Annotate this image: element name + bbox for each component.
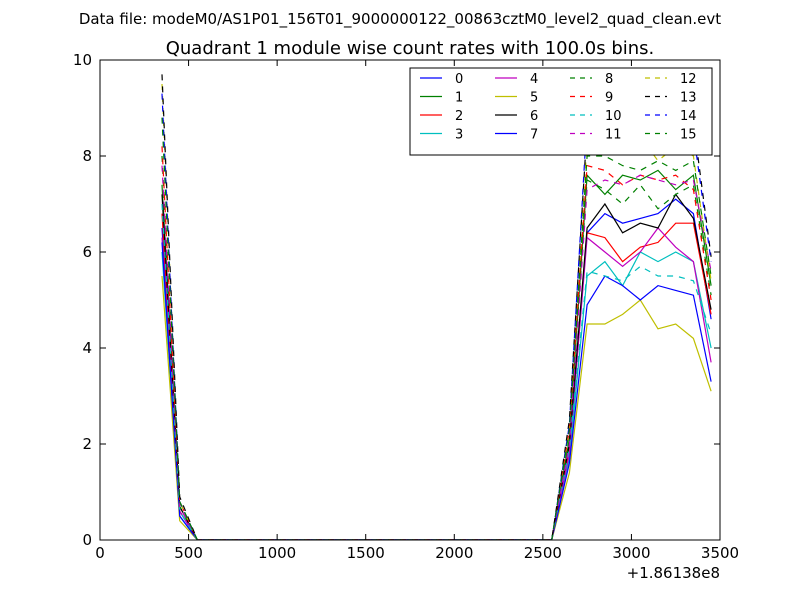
- y-tick-label: 6: [82, 243, 92, 261]
- legend-label-module-5: 5: [530, 91, 538, 106]
- plot-area-frame: [99, 59, 721, 541]
- y-tick-label: 10: [73, 51, 92, 69]
- legend-label-module-1: 1: [455, 91, 463, 106]
- series-line-module-0: [161, 198, 712, 540]
- series-line-module-6: [161, 193, 712, 540]
- legend-label-module-10: 10: [605, 109, 622, 124]
- series-line-module-9: [161, 146, 712, 540]
- series-line-module-8: [161, 155, 712, 540]
- series-line-module-5: [161, 275, 712, 540]
- series-line-module-15: [161, 117, 712, 540]
- legend-label-module-3: 3: [455, 128, 463, 143]
- x-tick-label: 3000: [612, 544, 650, 562]
- chart-title: Quadrant 1 module wise count rates with …: [166, 38, 655, 59]
- legend-label-module-6: 6: [530, 109, 538, 124]
- y-tick-label: 8: [82, 147, 92, 165]
- legend-label-module-15: 15: [680, 128, 697, 143]
- x-axis-offset-label: +1.86138e8: [627, 564, 720, 582]
- series-line-module-11: [161, 165, 712, 540]
- y-tick-label: 0: [82, 531, 92, 549]
- series-line-module-4: [161, 227, 712, 540]
- y-tick-label: 2: [82, 435, 92, 453]
- series-line-module-7: [161, 242, 712, 540]
- legend-label-module-8: 8: [605, 72, 613, 87]
- legend-label-module-7: 7: [530, 128, 538, 143]
- legend-label-module-12: 12: [680, 72, 697, 87]
- x-tick-label: 1000: [258, 544, 296, 562]
- x-tick-label: 0: [95, 544, 105, 562]
- series-line-module-3: [161, 251, 712, 540]
- legend-label-module-9: 9: [605, 91, 613, 106]
- legend-label-module-0: 0: [455, 72, 463, 87]
- series-line-module-14: [161, 93, 712, 540]
- y-tick-label: 4: [82, 339, 92, 357]
- x-tick-label: 2000: [435, 544, 473, 562]
- legend-label-module-13: 13: [680, 91, 697, 106]
- series-line-module-1: [161, 169, 712, 540]
- legend-label-module-11: 11: [605, 128, 622, 143]
- legend-label-module-4: 4: [530, 72, 538, 87]
- x-tick-label: 1500: [347, 544, 385, 562]
- x-tick-label: 3500: [701, 544, 739, 562]
- legend-frame: [409, 67, 713, 156]
- x-tick-label: 500: [174, 544, 203, 562]
- data-file-suptitle: Data file: modeM0/AS1P01_156T01_90000001…: [79, 10, 721, 29]
- x-tick-label: 2500: [524, 544, 562, 562]
- series-line-module-2: [161, 213, 712, 540]
- legend-label-module-14: 14: [680, 109, 697, 124]
- series-line-module-10: [161, 203, 712, 540]
- legend-label-module-2: 2: [455, 109, 463, 124]
